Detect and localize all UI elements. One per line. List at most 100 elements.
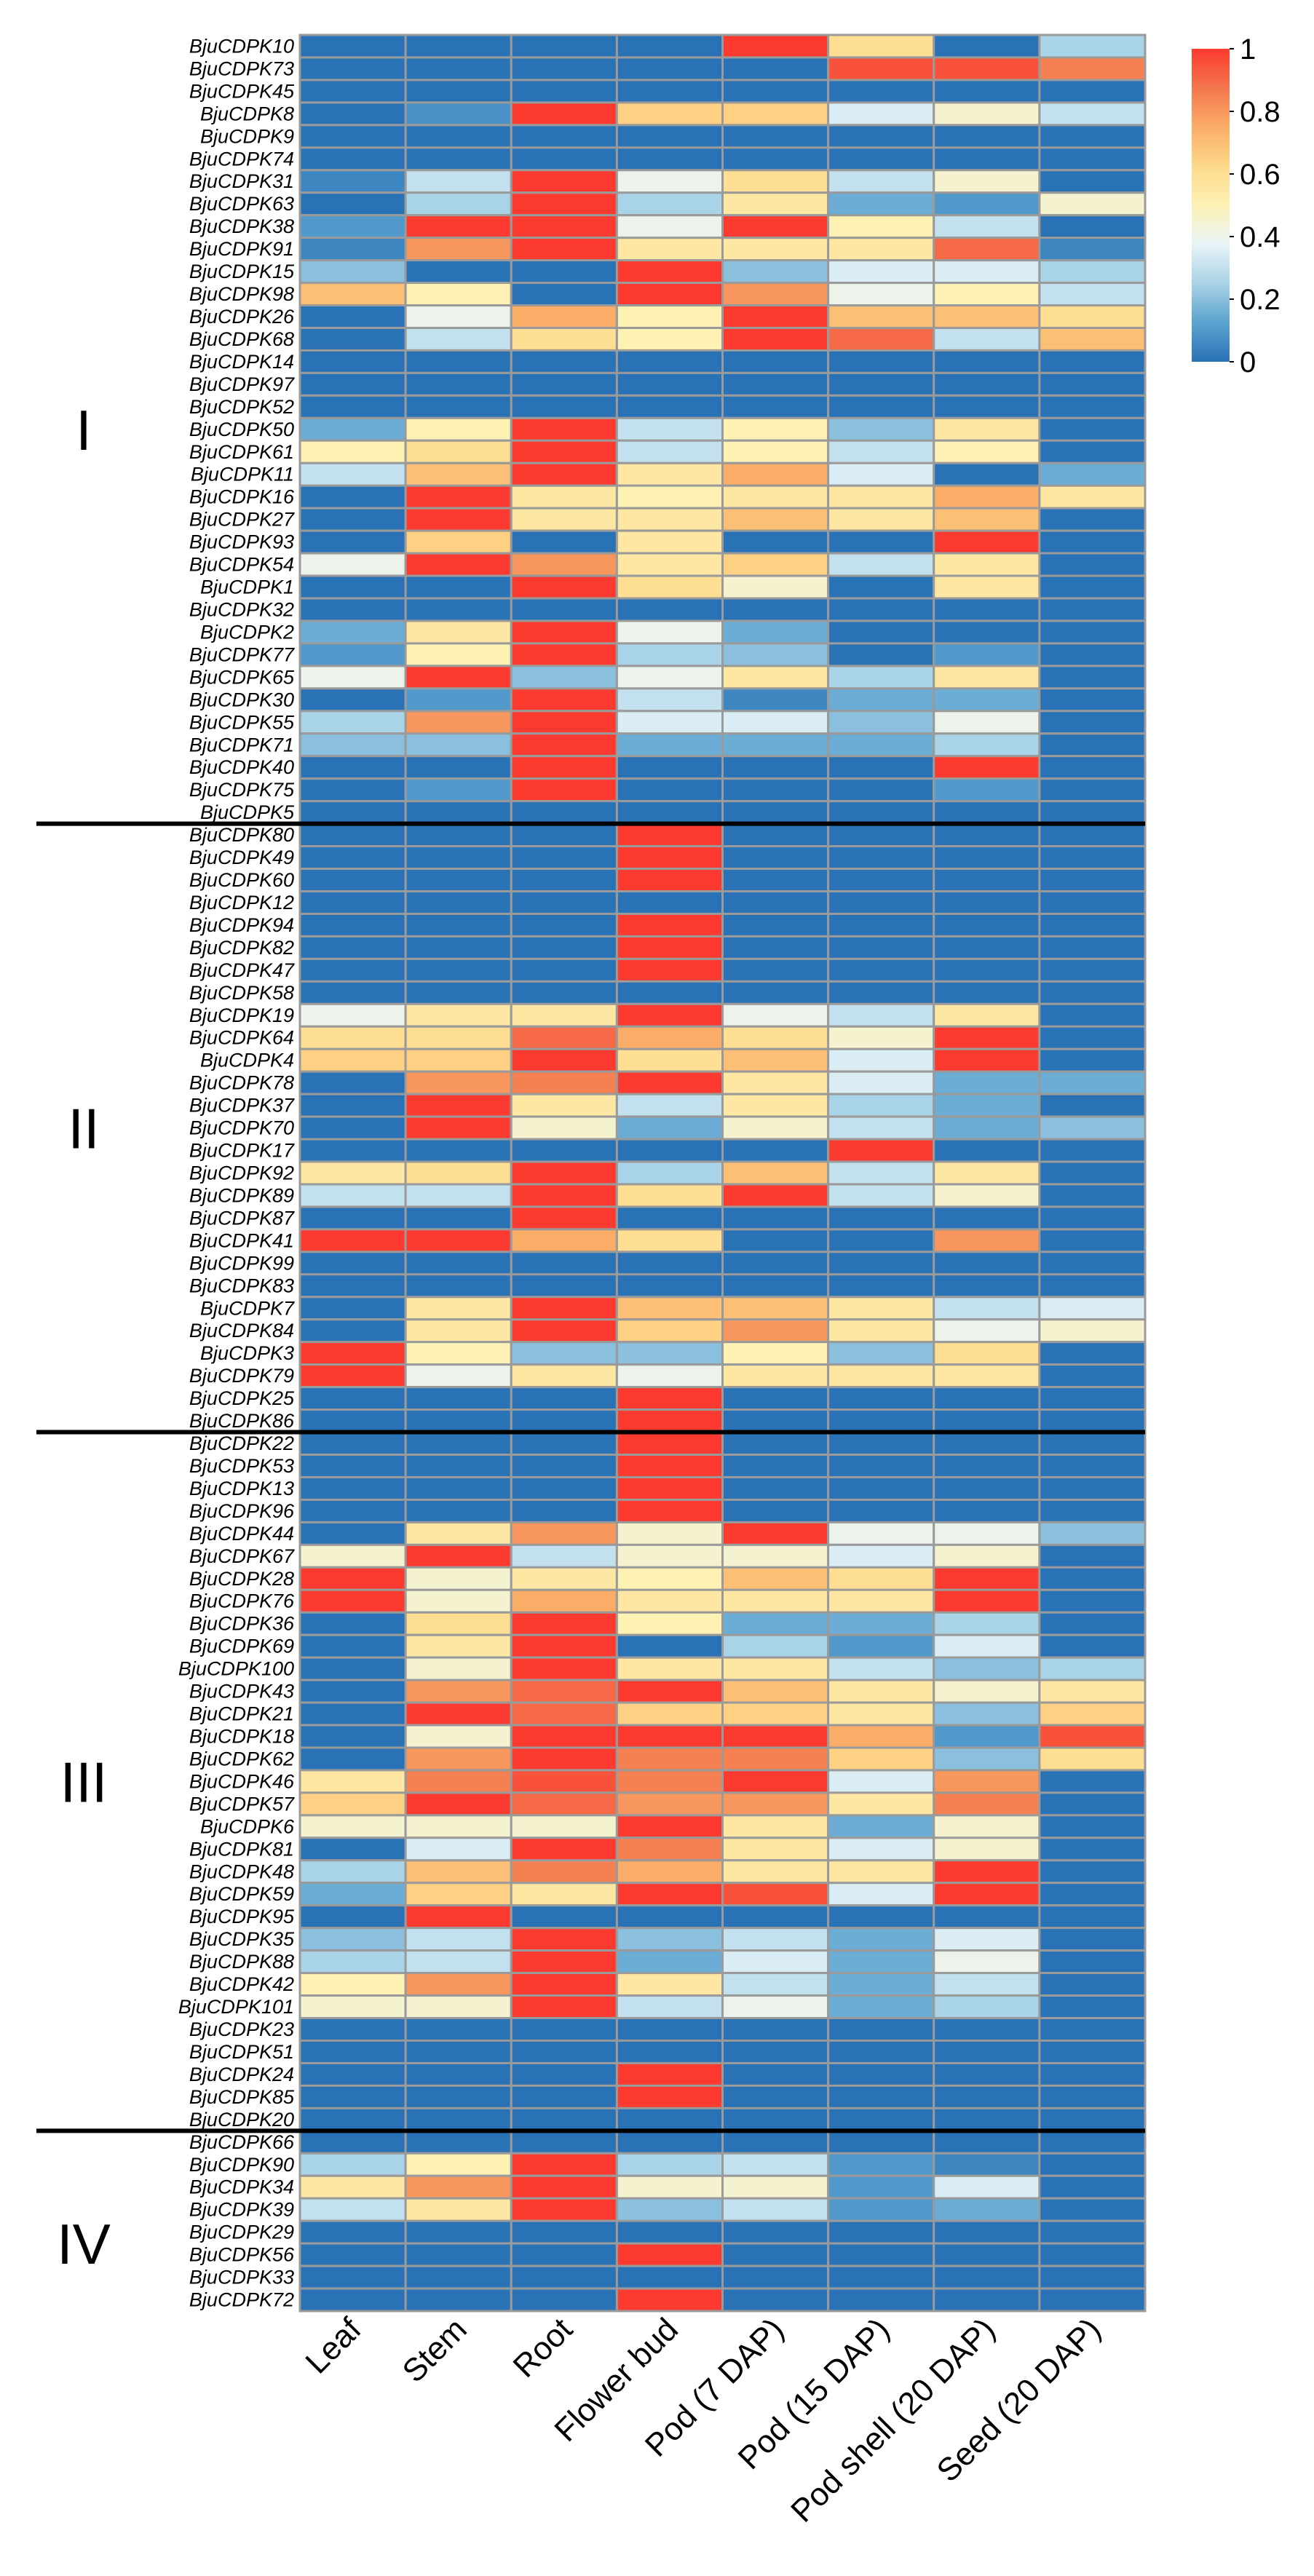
heatmap-cell [404,687,512,713]
heatmap-cell [827,1475,935,1501]
heatmap-cell [404,56,512,82]
heatmap-cell [615,642,724,667]
heatmap-cell [721,191,830,217]
heatmap-cell [827,394,935,419]
heatmap-cell [827,2264,935,2290]
heatmap-cell [721,2107,830,2132]
heatmap-cell [404,732,512,758]
heatmap-cell [615,1431,724,1457]
gene-label: BjuCDPK90 [189,2154,294,2176]
heatmap-cell [827,868,935,892]
heatmap-cell [510,237,618,262]
heatmap-cell [933,1656,1041,1681]
heatmap-cell [298,889,407,915]
gene-label: BjuCDPK57 [189,1793,295,1815]
heatmap-cell [933,282,1041,307]
heatmap-cell [827,2152,935,2177]
heatmap-cell [510,597,618,622]
heatmap-cell [933,237,1041,262]
heatmap-cell [933,665,1041,690]
heatmap-cell [615,1205,724,1231]
heatmap-cell [933,777,1041,803]
heatmap-cell [827,169,935,194]
heatmap-cell [1038,124,1147,149]
heatmap-cell [1038,552,1147,577]
heatmap-cell [933,1724,1041,1749]
heatmap-cell [404,371,512,397]
heatmap-cell [298,2152,407,2177]
heatmap-cell [298,1521,407,1546]
heatmap-cell [827,1138,935,1163]
heatmap-cell [404,2287,512,2313]
gene-label: BjuCDPK48 [189,1860,294,1882]
heatmap-cell [1038,665,1147,690]
gene-label: BjuCDPK39 [189,2199,294,2221]
heatmap-cell [827,642,935,667]
gene-label: BjuCDPK79 [189,1365,294,1387]
heatmap-cell [510,1791,618,1817]
heatmap-cell [298,169,407,194]
heatmap-cell [510,574,618,600]
heatmap-cell [1038,935,1147,960]
heatmap-cell [615,2264,724,2290]
heatmap-cell [615,2197,724,2222]
heatmap-cell [933,1566,1041,1591]
heatmap-cell [510,2107,618,2132]
heatmap-cell [404,1994,512,2020]
heatmap-cell [933,349,1041,374]
heatmap-cell [827,484,935,510]
heatmap-cell [721,214,830,239]
heatmap-cell [298,394,407,419]
heatmap-cell [615,2107,724,2132]
heatmap-cell [933,1002,1041,1028]
heatmap-cell [933,1363,1041,1389]
heatmap-cell [615,2061,724,2087]
gene-label: BjuCDPK15 [189,261,295,282]
heatmap-cell [615,710,724,735]
heatmap-cell [615,461,724,487]
heatmap-cell [298,1611,407,1636]
heatmap-cell [933,1972,1041,1997]
heatmap-cell [298,868,407,892]
heatmap-cell [615,1363,724,1389]
heatmap-cell [404,2174,512,2200]
heatmap-cell [615,237,724,262]
heatmap-cell [298,2264,407,2290]
heatmap-cell [404,1093,512,1118]
heatmap-cell [721,394,830,419]
heatmap-cell [404,1746,512,1772]
heatmap-cell [298,2174,407,2200]
heatmap-cell [298,2197,407,2222]
heatmap-cell [827,2061,935,2087]
legend-tick-label: 0.4 [1240,221,1281,253]
heatmap-cell [933,687,1041,713]
heatmap-cell [721,980,830,1005]
heatmap-cell [827,1588,935,1614]
heatmap-cell [510,800,618,825]
heatmap-cell [404,529,512,555]
heatmap-cell [615,2039,724,2064]
heatmap-cell [721,304,830,329]
heatmap-cell [404,1521,512,1546]
heatmap-cell [510,1656,618,1681]
gene-label: BjuCDPK26 [189,306,295,328]
heatmap-cell [721,1183,830,1208]
heatmap-cell [721,2264,830,2290]
heatmap-cell [721,529,830,555]
heatmap-cell [721,439,830,464]
heatmap-cell [721,237,830,262]
heatmap-cell [510,1633,618,1659]
heatmap-cell [298,1814,407,1839]
gene-label: BjuCDPK86 [189,1410,295,1432]
heatmap-cell [298,1273,407,1299]
heatmap-cell [615,1408,724,1434]
heatmap-cell [721,552,830,577]
heatmap-cell [933,1115,1041,1141]
gene-label: BjuCDPK30 [189,689,294,710]
gene-label: BjuCDPK33 [189,2267,294,2288]
heatmap-cell [298,33,407,59]
heatmap-cell [510,2061,618,2087]
heatmap-cell [404,1160,512,1186]
heatmap-cell [510,124,618,149]
heatmap-cell [1038,169,1147,194]
